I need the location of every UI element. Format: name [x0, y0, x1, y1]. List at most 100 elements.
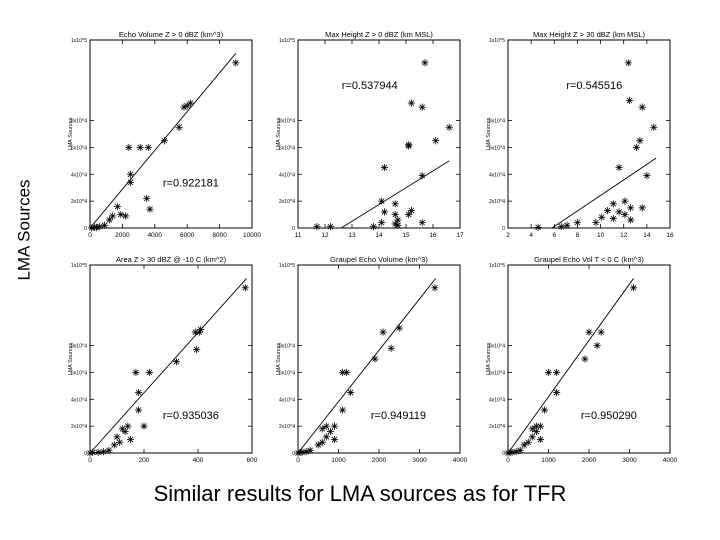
fit-line: [340, 160, 450, 229]
data-point: [627, 204, 635, 212]
data-point: [140, 422, 148, 430]
x-tick-label: 200: [139, 457, 150, 464]
y-tick-label: 4x10^4: [71, 172, 87, 178]
correlation-label: r=0.537944: [342, 80, 398, 92]
y-tick-label: 2x10^4: [71, 199, 87, 205]
data-point: [100, 221, 109, 229]
fit-line: [297, 278, 437, 454]
plot-title: Area Z > 30 dBZ @ -10 C (km^2): [116, 255, 227, 264]
y-tick-label: 2x10^4: [489, 199, 505, 205]
data-point: [532, 422, 540, 430]
data-point: [314, 441, 322, 449]
data-point: [592, 219, 600, 227]
data-point: [232, 59, 240, 67]
plot-title: Graupel Echo Volume (km^3): [330, 255, 428, 264]
y-tick-label: 4x10^4: [279, 397, 295, 403]
data-point: [143, 194, 151, 203]
correlation-label: r=0.950290: [581, 410, 637, 422]
y-tick-label: 6x10^4: [279, 370, 295, 376]
x-tick-label: 14: [375, 232, 383, 239]
x-tick-label: 17: [456, 232, 464, 239]
plot-frame: [507, 264, 671, 454]
x-tick-label: 600: [247, 457, 258, 464]
data-point: [191, 328, 199, 336]
x-tick-label: 0: [506, 457, 510, 464]
data-point: [573, 219, 582, 227]
x-tick-label: 14: [643, 232, 651, 239]
data-point: [105, 446, 113, 454]
plot-y-label: LMA Sources: [276, 117, 282, 150]
data-point: [380, 163, 388, 172]
figure-y-axis-label: LMA Sources: [10, 130, 40, 330]
data-point: [380, 208, 388, 216]
data-point: [183, 102, 191, 110]
scatter-panel-3: Max Height Z > 30 dBZ (km MSL) 2 4 6 8 10 12 14…: [486, 30, 674, 239]
data-point: [629, 284, 638, 292]
data-point: [343, 368, 351, 377]
data-point: [391, 210, 399, 219]
y-tick-label: 8x10^4: [71, 119, 87, 125]
data-point: [338, 406, 347, 414]
data-point: [313, 223, 321, 231]
y-tick-label: 0: [502, 451, 505, 457]
y-tick-label: 6x10^4: [489, 145, 505, 151]
y-tick-label: 6x10^4: [489, 370, 505, 376]
x-tick-label: 2000: [115, 232, 130, 239]
x-tick-label: 1000: [541, 457, 556, 464]
data-point: [322, 422, 330, 430]
figure-y-axis-label-text: LMA Sources: [15, 179, 35, 281]
y-tick-label: 4x10^4: [489, 397, 505, 403]
correlation-label: r=0.935036: [163, 410, 219, 422]
data-point: [544, 368, 553, 377]
correlation-label: r=0.545516: [566, 80, 622, 92]
x-tick-label: 0: [88, 232, 92, 239]
x-tick-label: 8000: [212, 232, 227, 239]
data-point: [160, 137, 169, 145]
y-tick-label: 8x10^4: [71, 344, 87, 350]
data-point: [241, 284, 249, 292]
fit-line: [507, 278, 634, 454]
x-tick-label: 11: [295, 232, 302, 239]
data-point: [318, 438, 326, 446]
data-point: [609, 215, 617, 223]
data-point: [379, 328, 387, 336]
data-point: [99, 448, 108, 456]
data-point: [395, 324, 403, 332]
slide-caption: Similar results for LMA sources as for T…: [153, 481, 567, 506]
data-point: [126, 170, 135, 178]
data-point: [638, 103, 646, 111]
x-tick-label: 12: [620, 232, 628, 239]
data-point: [609, 200, 617, 208]
x-tick-label: 12: [321, 232, 329, 239]
scatter-panel-6: Graupel Echo Vol T < 0 C (km^3) 0 1000 2000…: [486, 255, 678, 464]
scatter-panel-1: Echo Volume Z > 0 dBZ (km^3) 0 2000 4000 600…: [68, 30, 261, 239]
data-point: [621, 210, 629, 219]
data-point: [105, 216, 114, 224]
data-point: [378, 219, 386, 227]
x-tick-label: 16: [666, 232, 674, 239]
y-tick-label: 4x10^4: [489, 172, 505, 178]
y-tick-label: 6x10^4: [71, 370, 87, 376]
plot-frame: [89, 39, 253, 229]
data-point: [432, 137, 440, 145]
data-point: [528, 425, 536, 433]
data-point: [116, 438, 124, 446]
data-point: [294, 449, 302, 457]
x-tick-label: 0: [296, 457, 300, 464]
data-point: [598, 213, 606, 221]
data-point: [330, 422, 339, 430]
fit-line: [89, 278, 247, 454]
data-point: [117, 210, 125, 219]
data-point: [145, 368, 153, 377]
data-point: [391, 200, 399, 208]
scatter-panel-5: Graupel Echo Volume (km^3) 0 1000 2000 3000 4…: [276, 255, 468, 464]
plot-frame: [507, 39, 671, 229]
data-point: [553, 388, 561, 397]
data-point: [621, 197, 629, 205]
data-point: [516, 446, 524, 454]
y-tick-label: 2x10^4: [279, 199, 295, 205]
data-point: [121, 427, 129, 436]
data-point: [318, 425, 326, 433]
data-point: [421, 59, 429, 67]
data-point: [113, 433, 121, 441]
